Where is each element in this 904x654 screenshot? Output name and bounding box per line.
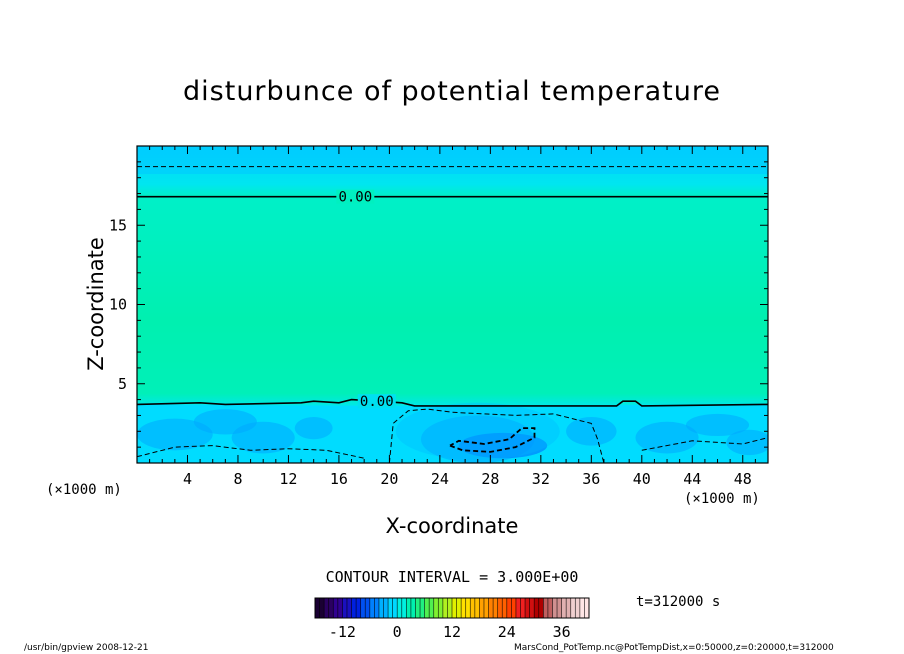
contour-interval-label: CONTOUR INTERVAL = 3.000E+00 bbox=[325, 568, 579, 586]
field-patch bbox=[685, 413, 750, 437]
x-tick-label: 32 bbox=[532, 470, 550, 488]
field-patch bbox=[395, 402, 560, 460]
field-patch bbox=[294, 417, 333, 440]
y-tick-label: 10 bbox=[109, 296, 127, 314]
x-tick-label: 36 bbox=[582, 470, 600, 488]
footer-left: /usr/bin/gpview 2008-12-21 bbox=[24, 643, 149, 653]
contour-label-bg bbox=[357, 394, 396, 409]
colorbar-tick-label: 12 bbox=[443, 623, 461, 641]
contour-dashed-right bbox=[641, 437, 768, 451]
y-tick-label: 15 bbox=[109, 216, 127, 234]
x-tick-label: 8 bbox=[233, 470, 242, 488]
colorbar-tick-label: 36 bbox=[553, 623, 571, 641]
colorbar-tick-label: -12 bbox=[329, 623, 356, 641]
contour-dashed-mid bbox=[388, 408, 605, 463]
x-tick-label: 24 bbox=[431, 470, 449, 488]
y-tick-label: 5 bbox=[118, 375, 127, 393]
x-tick-label: 16 bbox=[330, 470, 348, 488]
x-tick-label: 28 bbox=[481, 470, 499, 488]
field-patch bbox=[137, 418, 213, 451]
colorbar-tick-label: 24 bbox=[498, 623, 516, 641]
x-tick-label: 40 bbox=[633, 470, 651, 488]
x-tick-label: 44 bbox=[683, 470, 701, 488]
time-label: t=312000 s bbox=[636, 594, 721, 610]
x-tick-label: 4 bbox=[183, 470, 192, 488]
contour-dashed-left bbox=[137, 445, 365, 459]
contour-label-bg bbox=[336, 189, 375, 204]
contour-label: 0.00 bbox=[360, 394, 394, 410]
contour-dashed-core bbox=[449, 427, 536, 453]
x-axis-label: X-coordinate bbox=[385, 514, 519, 538]
x-axis-unit: (×1000 m) bbox=[684, 491, 760, 507]
footer-right: MarsCond_PotTemp.nc@PotTempDist,x=0:5000… bbox=[514, 643, 834, 653]
x-tick-label: 12 bbox=[279, 470, 297, 488]
field-patch bbox=[566, 417, 617, 446]
x-tick-label: 48 bbox=[734, 470, 752, 488]
colorbar-frame bbox=[314, 597, 590, 619]
y-axis-unit: (×1000 m) bbox=[46, 482, 122, 498]
contour-label: 0.00 bbox=[338, 190, 372, 206]
field-top-band bbox=[137, 146, 768, 174]
field-patch bbox=[635, 421, 699, 454]
colorbar-tick-label: 0 bbox=[393, 623, 402, 641]
x-tick-label: 20 bbox=[380, 470, 398, 488]
field-patch bbox=[458, 432, 548, 459]
chart-title: disturbunce of potential temperature bbox=[183, 76, 721, 107]
field-patch bbox=[231, 421, 295, 454]
